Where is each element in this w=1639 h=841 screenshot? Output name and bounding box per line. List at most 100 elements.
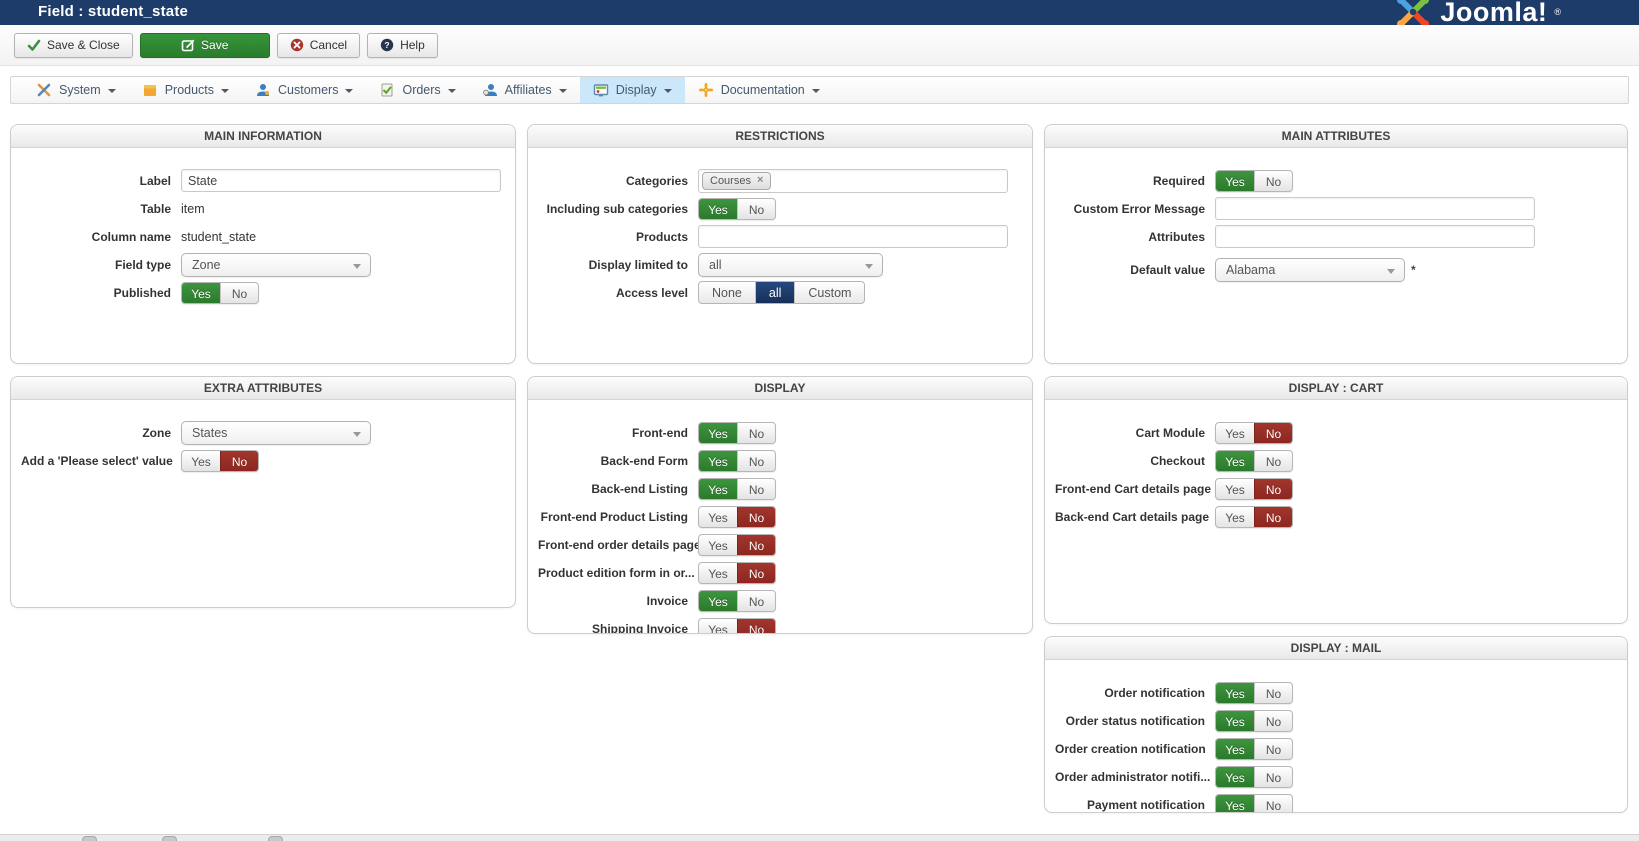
default-value-select[interactable]: Alabama [1215, 257, 1405, 282]
chevron-down-icon [221, 88, 230, 93]
yes-button[interactable]: Yes [708, 566, 728, 581]
yes-button[interactable]: Yes [708, 622, 728, 634]
menu-item-products[interactable]: Products [129, 77, 242, 103]
yes-button[interactable]: Yes [699, 450, 737, 471]
yes-button[interactable]: Yes [1216, 738, 1254, 759]
zone-row: Zone States [21, 420, 505, 445]
published-row: Published Yes No [21, 280, 505, 305]
no-button[interactable]: No [1254, 710, 1292, 731]
yes-button[interactable]: Yes [1216, 766, 1254, 787]
no-button[interactable]: No [737, 590, 775, 611]
save-close-button[interactable]: Save & Close [14, 32, 133, 58]
toggle-row: Shipping Invoice Yes No [538, 616, 1022, 634]
edit-icon [181, 39, 195, 52]
dropdown-arrow-icon [865, 263, 873, 269]
field-label: Shipping Invoice [591, 621, 688, 634]
yes-button[interactable]: Yes [1216, 710, 1254, 731]
no-button[interactable]: No [737, 422, 775, 443]
yes-no-toggle: Yes No [1215, 505, 1293, 528]
yes-no-toggle: Yes No [1215, 421, 1293, 444]
published-toggle: Yes No [181, 281, 259, 304]
chevron-down-icon [558, 88, 567, 93]
yes-no-toggle: Yes No [698, 533, 776, 556]
no-button[interactable]: No [1254, 506, 1292, 527]
help-circle-icon: ? [380, 38, 394, 52]
cancel-button[interactable]: Cancel [276, 32, 361, 58]
yes-button[interactable]: Yes [699, 198, 737, 219]
display-limited-select[interactable]: all [698, 252, 883, 277]
cut-off-button-top [82, 836, 97, 841]
access-custom-button[interactable]: Custom [794, 282, 864, 303]
yes-button[interactable]: Yes [1216, 450, 1254, 471]
no-button[interactable]: No [1254, 682, 1292, 703]
no-button[interactable]: No [737, 618, 775, 633]
chevron-down-icon [663, 88, 672, 93]
chevron-down-icon [811, 88, 820, 93]
yes-button[interactable]: Yes [191, 454, 211, 469]
custom-error-input[interactable] [1215, 197, 1535, 220]
no-button[interactable]: No [737, 450, 775, 471]
yes-no-toggle: Yes No [1215, 477, 1293, 500]
no-button[interactable]: No [737, 534, 775, 555]
categories-input[interactable]: Courses × [698, 168, 1008, 193]
no-button[interactable]: No [1254, 766, 1292, 787]
label-input[interactable] [181, 169, 501, 192]
yes-button[interactable]: Yes [1225, 426, 1245, 441]
yes-button[interactable]: Yes [1216, 682, 1254, 703]
yes-button[interactable]: Yes [1216, 794, 1254, 812]
yes-button[interactable]: Yes [699, 590, 737, 611]
no-button[interactable]: No [1254, 450, 1292, 471]
yes-button[interactable]: Yes [699, 478, 737, 499]
custom-error-row: Custom Error Message [1055, 196, 1617, 221]
toggle-row: Back-end Cart details page Yes No [1055, 504, 1617, 529]
products-input[interactable] [698, 225, 1008, 248]
no-button[interactable]: No [220, 282, 258, 303]
field-label: Back-end Form [600, 453, 688, 468]
toggle-row: Invoice Yes No [538, 588, 1022, 613]
no-button[interactable]: No [1254, 478, 1292, 499]
access-all-button[interactable]: all [754, 282, 795, 303]
field-label: Checkout [1150, 453, 1205, 468]
menu-item-documentation[interactable]: Documentation [685, 77, 833, 103]
menu-item-customers[interactable]: Customers [242, 77, 366, 103]
yes-button[interactable]: Yes [1225, 482, 1245, 497]
no-button[interactable]: No [220, 450, 258, 471]
yes-button[interactable]: Yes [708, 538, 728, 553]
yes-button[interactable]: Yes [1225, 510, 1245, 525]
zone-select[interactable]: States [181, 420, 371, 445]
access-none-button[interactable]: None [712, 286, 742, 300]
menu-item-system[interactable]: System [23, 77, 129, 103]
save-button[interactable]: Save [139, 32, 270, 58]
menu-item-affiliates[interactable]: Affiliates [469, 77, 580, 103]
access-level-group: None all Custom [698, 281, 866, 304]
no-button[interactable]: No [737, 506, 775, 527]
menu-item-display[interactable]: Display [579, 77, 685, 103]
toggle-row: Cart Module Yes No [1055, 420, 1617, 445]
field-type-select[interactable]: Zone [181, 252, 371, 277]
toggle-row: Order administrator notifi... Yes No [1055, 764, 1617, 789]
yes-no-toggle: Yes No [698, 449, 776, 472]
help-button[interactable]: ? Help [367, 32, 438, 58]
no-button[interactable]: No [1254, 422, 1292, 443]
yes-button[interactable]: Yes [708, 510, 728, 525]
pinwheel-icon [698, 83, 713, 97]
no-button[interactable]: No [1254, 794, 1292, 812]
no-button[interactable]: No [737, 562, 775, 583]
yes-button[interactable]: Yes [182, 282, 220, 303]
no-button[interactable]: No [1254, 170, 1292, 191]
category-chip: Courses × [702, 171, 772, 190]
no-button[interactable]: No [737, 478, 775, 499]
yes-button[interactable]: Yes [1216, 170, 1254, 191]
title-bar: Field : student_state Joomla! ® [0, 0, 1639, 25]
dropdown-arrow-icon [1387, 268, 1395, 274]
remove-chip-icon[interactable]: × [756, 174, 764, 186]
yes-button[interactable]: Yes [699, 422, 737, 443]
panel-extra-attributes: EXTRA ATTRIBUTES Zone States Add a 'Plea… [10, 376, 516, 608]
menu-item-orders[interactable]: Orders [366, 77, 468, 103]
no-button[interactable]: No [1254, 738, 1292, 759]
cut-off-button-top [162, 836, 177, 841]
attributes-input[interactable] [1215, 225, 1535, 248]
sub-categories-row: Including sub categories Yes No [538, 196, 1022, 221]
table-row: Table item [140, 201, 205, 216]
no-button[interactable]: No [737, 198, 775, 219]
